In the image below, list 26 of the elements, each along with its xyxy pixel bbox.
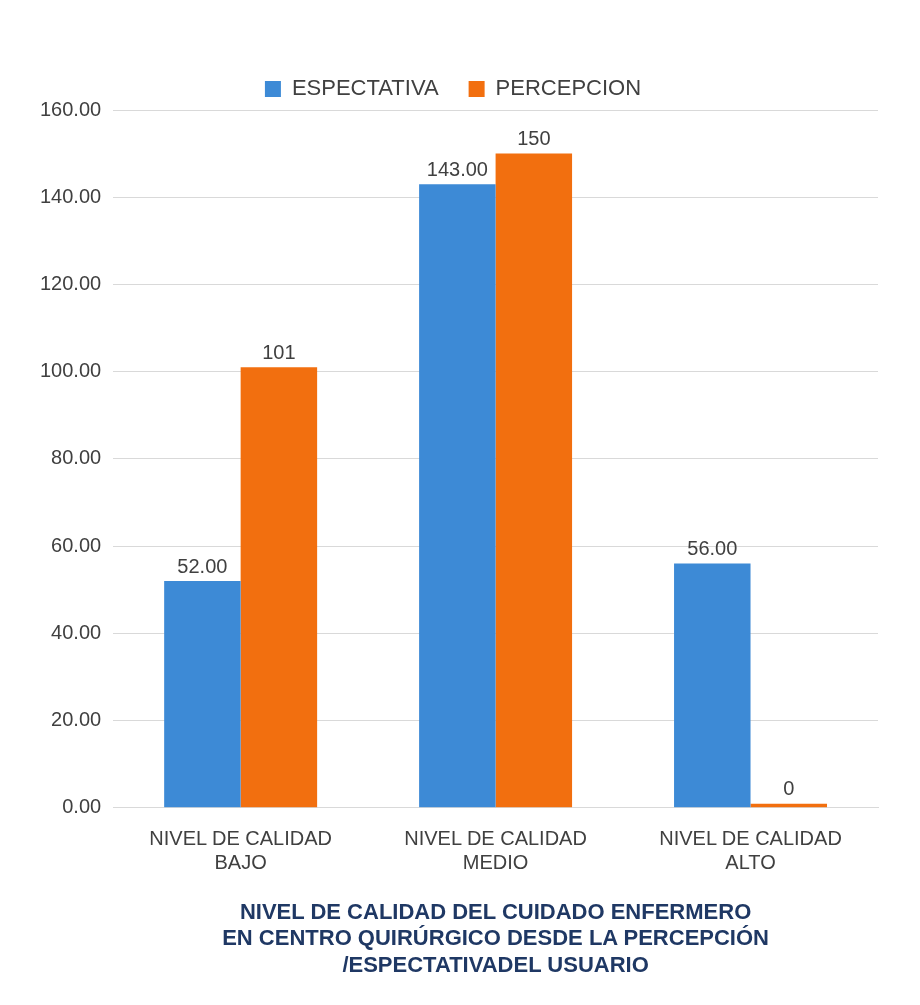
bar: [164, 581, 241, 808]
bar: [240, 367, 318, 808]
y-tick-label: 100.00: [40, 359, 102, 382]
x-tick-label: NIVEL DE CALIDAD BAJO: [149, 827, 332, 874]
data-label: 0: [783, 777, 795, 800]
y-tick-label: 0.00: [62, 795, 102, 818]
y-tick-label: 20.00: [51, 708, 102, 731]
bar: [674, 563, 751, 808]
y-tick-label: 40.00: [51, 620, 102, 643]
legend-label: ESPECTATIVA: [291, 75, 439, 101]
y-tick-label: 80.00: [51, 446, 102, 469]
data-label: 150: [517, 127, 551, 150]
data-label: 101: [262, 340, 296, 363]
data-label: 52.00: [177, 554, 228, 577]
data-label: 143.00: [426, 157, 488, 180]
data-label: 56.00: [687, 537, 738, 560]
legend-label: PERCEPCION: [495, 75, 642, 101]
y-tick-label: 60.00: [51, 533, 102, 556]
x-tick-label: NIVEL DE CALIDAD ALTO: [659, 827, 842, 874]
y-tick-label: 120.00: [40, 271, 102, 294]
bar: [419, 184, 496, 808]
bar: [495, 153, 573, 808]
y-tick-label: 160.00: [40, 97, 102, 120]
x-axis-title: NIVEL DE CALIDAD DEL CUIDADO ENFERMERO EN CENTRO QUIRÚRGICO DESDE LA PERCEPCIÓN /ESPECTATIVADEL USUARIO: [222, 899, 769, 977]
x-tick-label: NIVEL DE CALIDAD MEDIO: [404, 827, 587, 874]
y-tick-label: 140.00: [40, 184, 102, 207]
